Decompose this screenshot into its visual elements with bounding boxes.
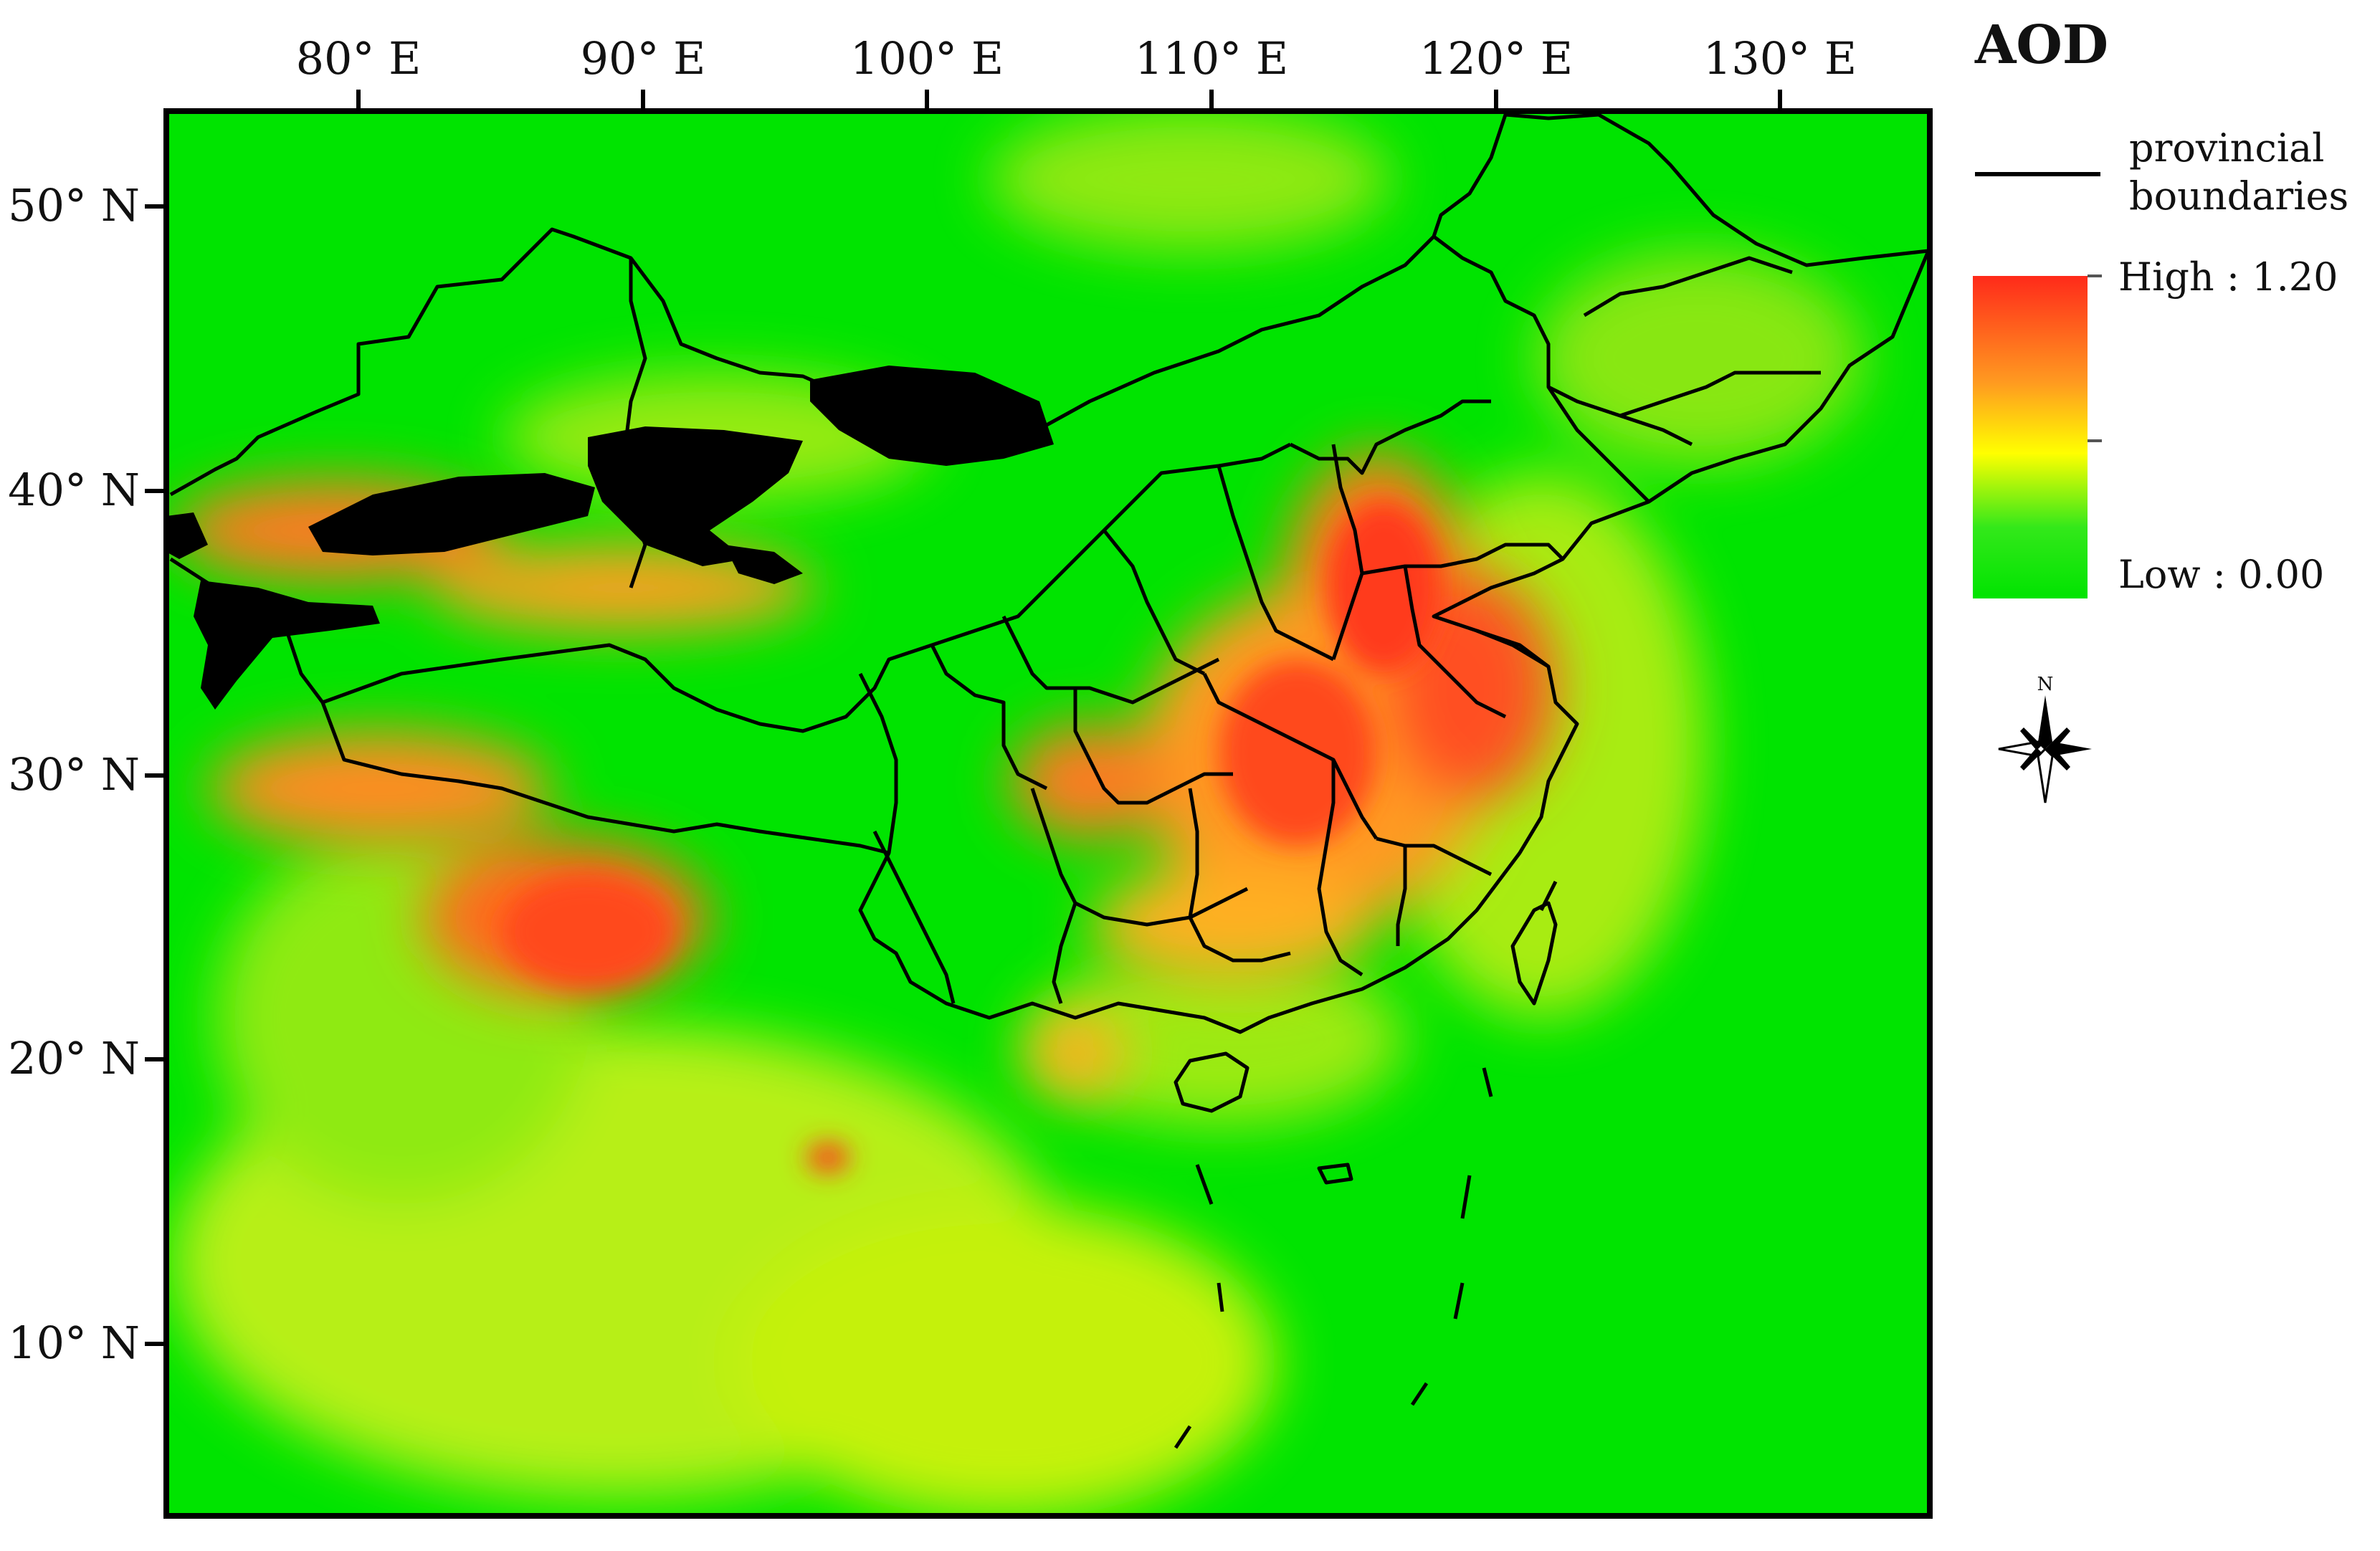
north-arrow-letter: N <box>2037 674 2054 695</box>
y-tick-label: 50° N <box>8 179 140 232</box>
map-frame <box>163 108 1933 1519</box>
north-arrow-icon: N <box>1998 674 2092 803</box>
boundary-legend-label-line2: boundaries <box>2129 173 2348 219</box>
aod-raster <box>166 111 1930 1516</box>
legend: AOD provincial boundaries High : 1.20 Lo… <box>1973 14 2348 803</box>
x-tick-label: 90° E <box>581 32 706 85</box>
longitude-labels: 80° E 90° E 100° E 110° E 120° E 130° E <box>296 32 1857 85</box>
x-tick-label: 110° E <box>1135 32 1288 85</box>
color-ramp-low-label: Low : 0.00 <box>2118 552 2324 597</box>
provincial-boundaries <box>169 113 1931 1449</box>
y-tick-label: 40° N <box>8 464 140 516</box>
axis-ticks <box>145 90 1782 1346</box>
x-tick-label: 80° E <box>296 32 422 85</box>
x-tick-label: 100° E <box>850 32 1004 85</box>
y-tick-label: 30° N <box>8 748 140 801</box>
boundary-legend-label-line1: provincial <box>2129 125 2324 171</box>
y-tick-label: 20° N <box>8 1032 140 1084</box>
x-tick-label: 120° E <box>1419 32 1573 85</box>
y-tick-label: 10° N <box>8 1317 140 1369</box>
color-ramp-high-label: High : 1.20 <box>2118 254 2338 300</box>
latitude-labels: 50° N 40° N 30° N 20° N 10° N <box>8 179 140 1369</box>
color-ramp <box>1973 276 2088 598</box>
map-panel: 80° E 90° E 100° E 110° E 120° E 130° E … <box>8 32 1933 1519</box>
x-tick-label: 130° E <box>1703 32 1857 85</box>
legend-title: AOD <box>1974 14 2108 76</box>
